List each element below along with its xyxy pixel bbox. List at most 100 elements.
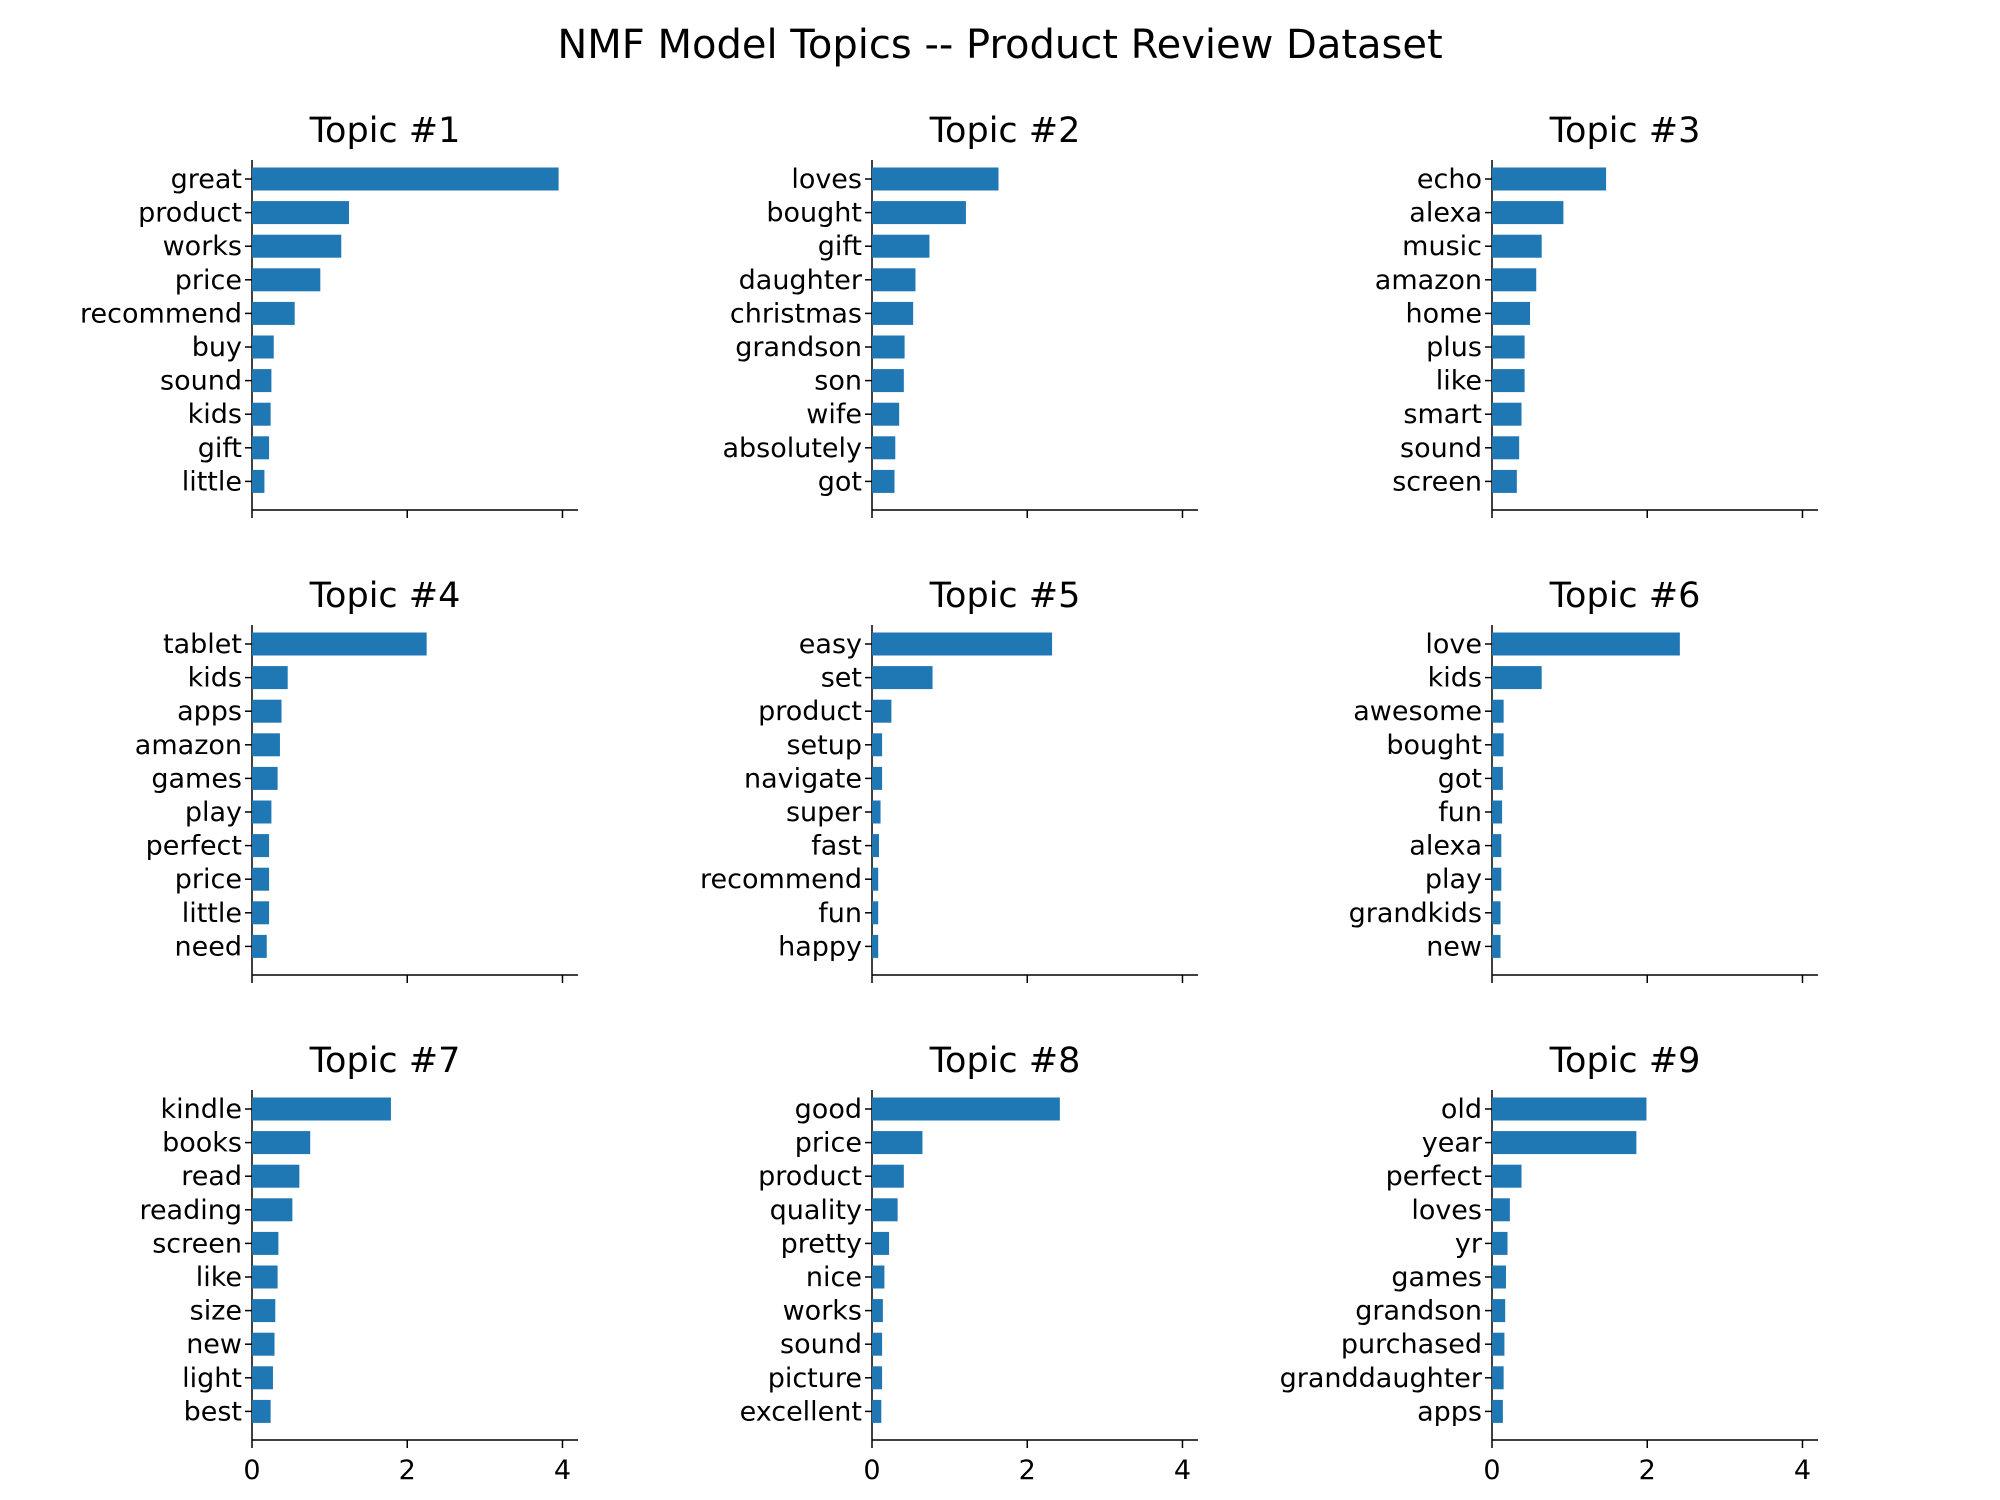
- category-label: son: [814, 366, 862, 397]
- bar-picture: [872, 1366, 883, 1390]
- category-label: size: [190, 1296, 242, 1327]
- bar-bought: [1492, 733, 1504, 757]
- bar-size: [252, 1299, 276, 1323]
- category-label: new: [186, 1329, 242, 1360]
- bar-sound: [1492, 436, 1520, 460]
- topic-chart-6: Topic #6 lovekidsawesomeboughtgotfunalexa…: [1349, 576, 1818, 983]
- bar-kindle: [252, 1097, 391, 1121]
- category-label: alexa: [1409, 831, 1482, 862]
- category-label: product: [138, 198, 242, 229]
- category-label: perfect: [146, 831, 242, 862]
- bar-daughter: [872, 268, 916, 292]
- x-tick-label: 0: [863, 1455, 880, 1486]
- subplot-title: Topic #6: [1549, 576, 1701, 616]
- bar-amazon: [1492, 268, 1537, 292]
- category-label: games: [1391, 1262, 1482, 1293]
- topic-chart-1: Topic #1 greatproductworkspricerecommendb…: [80, 111, 578, 518]
- bar-read: [252, 1164, 300, 1188]
- bar-price: [872, 1131, 923, 1155]
- bar-music: [1492, 234, 1542, 258]
- topic-chart-2: Topic #2 lovesboughtgiftdaughterchristmas…: [722, 111, 1198, 518]
- category-label: amazon: [1375, 265, 1482, 296]
- bar-amazon: [252, 733, 280, 757]
- bar-little: [252, 901, 270, 925]
- bar-gift: [252, 436, 270, 460]
- bar-son: [872, 369, 904, 393]
- x-tick-label: 2: [1019, 1455, 1036, 1486]
- bar-recommend: [252, 301, 295, 325]
- category-label: year: [1422, 1128, 1483, 1159]
- category-label: recommend: [80, 298, 242, 329]
- figure-title: NMF Model Topics -- Product Review Datas…: [557, 22, 1443, 68]
- category-label: absolutely: [722, 433, 862, 464]
- bar-new: [1492, 934, 1501, 958]
- category-label: play: [1425, 864, 1482, 895]
- bar-product: [872, 699, 892, 723]
- category-label: super: [786, 797, 863, 828]
- category-label: got: [818, 466, 862, 497]
- bar-games: [252, 766, 278, 790]
- category-label: books: [162, 1128, 242, 1159]
- category-label: loves: [791, 164, 862, 195]
- category-label: little: [182, 898, 242, 929]
- bar-kids: [252, 402, 271, 426]
- bar-quality: [872, 1198, 898, 1222]
- category-label: like: [196, 1262, 242, 1293]
- category-label: fun: [1438, 797, 1482, 828]
- bar-nice: [872, 1265, 885, 1289]
- bar-play: [252, 800, 272, 824]
- bar-happy: [872, 934, 879, 958]
- category-label: amazon: [135, 730, 242, 761]
- bar-grandson: [1492, 1299, 1506, 1323]
- bar-awesome: [1492, 699, 1504, 723]
- category-label: plus: [1426, 332, 1482, 363]
- bar-bought: [872, 201, 966, 225]
- category-label: kids: [188, 399, 242, 430]
- category-label: little: [182, 466, 242, 497]
- bar-alexa: [1492, 201, 1564, 225]
- category-label: alexa: [1409, 198, 1482, 229]
- bar-perfect: [252, 834, 270, 858]
- category-label: loves: [1411, 1195, 1482, 1226]
- bar-kids: [1492, 666, 1542, 690]
- category-label: gift: [818, 231, 862, 262]
- x-tick-label: 4: [554, 1455, 571, 1486]
- bar-loves: [1492, 1198, 1510, 1222]
- bar-price: [252, 867, 270, 891]
- category-label: bought: [766, 198, 862, 229]
- category-label: set: [821, 663, 862, 694]
- category-label: sound: [1400, 433, 1482, 464]
- category-label: product: [758, 1161, 862, 1192]
- subplot-title: Topic #4: [309, 576, 461, 616]
- bar-setup: [872, 733, 883, 757]
- category-label: kids: [188, 663, 242, 694]
- bar-reading: [252, 1198, 293, 1222]
- bar-navigate: [872, 766, 883, 790]
- subplot-title: Topic #8: [929, 1041, 1081, 1081]
- category-label: granddaughter: [1280, 1363, 1483, 1394]
- bar-home: [1492, 301, 1531, 325]
- category-label: apps: [177, 696, 242, 727]
- bar-pretty: [872, 1231, 890, 1255]
- category-label: wife: [806, 399, 862, 430]
- subplot-title: Topic #7: [309, 1041, 461, 1081]
- category-label: price: [795, 1128, 862, 1159]
- bar-screen: [1492, 469, 1517, 493]
- category-label: new: [1426, 931, 1482, 962]
- bar-love: [1492, 632, 1680, 656]
- bar-little: [252, 469, 265, 493]
- category-label: games: [151, 763, 242, 794]
- bar-alexa: [1492, 834, 1502, 858]
- category-label: quality: [770, 1195, 862, 1226]
- bar-excellent: [872, 1399, 882, 1423]
- category-label: good: [795, 1094, 862, 1125]
- category-label: recommend: [700, 864, 862, 895]
- category-label: home: [1405, 298, 1482, 329]
- bar-old: [1492, 1097, 1647, 1121]
- bar-sound: [252, 369, 272, 393]
- bar-great: [252, 167, 559, 191]
- subplot-title: Topic #5: [929, 576, 1081, 616]
- subplot-title: Topic #9: [1549, 1041, 1701, 1081]
- category-label: pretty: [781, 1228, 862, 1259]
